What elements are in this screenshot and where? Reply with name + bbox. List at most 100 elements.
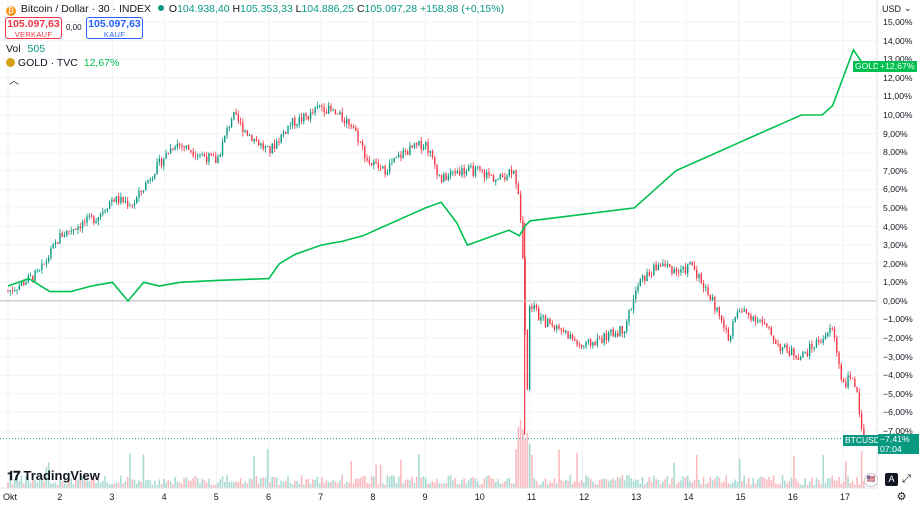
candle-body xyxy=(106,208,109,211)
candle-body xyxy=(343,120,346,124)
volume-bar xyxy=(208,478,210,488)
candle-body xyxy=(790,348,793,356)
volume-bar xyxy=(144,480,147,488)
btc-name-tag: BTCUSD xyxy=(843,435,882,446)
candle-body xyxy=(309,112,312,120)
volume-bar xyxy=(578,481,581,488)
candle-body xyxy=(766,323,768,327)
volume-bar xyxy=(655,478,657,488)
candle-body xyxy=(490,175,492,177)
volume-bar xyxy=(657,480,660,488)
volume-bar xyxy=(831,475,834,488)
volume-bar xyxy=(203,479,206,488)
volume-bar xyxy=(729,483,732,488)
candle-body xyxy=(361,141,364,146)
gold-name-tag: GOLD xyxy=(853,61,882,72)
volume-bar xyxy=(723,481,725,488)
volume-bar xyxy=(845,461,847,488)
volume-bar xyxy=(815,477,818,488)
volume-bar xyxy=(619,477,621,488)
volume-bar xyxy=(352,483,355,488)
candle-body xyxy=(768,326,770,328)
candle-body xyxy=(167,152,170,154)
candle-body xyxy=(43,263,45,265)
candle-body xyxy=(607,332,610,341)
candle-body xyxy=(567,331,569,339)
symbol-title[interactable]: Bitcoin / Dollar · 30 · INDEX xyxy=(20,3,152,15)
volume-bar xyxy=(603,478,605,488)
volume-bar xyxy=(187,480,190,488)
open-label: O xyxy=(168,3,178,15)
volume-bar xyxy=(314,479,316,488)
volume-bar xyxy=(253,455,255,488)
candle-body xyxy=(639,279,642,287)
volume-bar xyxy=(97,479,100,488)
volume-bar xyxy=(56,484,59,488)
candle-body xyxy=(294,118,296,126)
volume-bar xyxy=(695,454,698,488)
collapse-legend-icon[interactable]: ︿ xyxy=(9,76,19,87)
candle-body xyxy=(102,211,104,214)
volume-value: 505 xyxy=(27,43,46,55)
currency-dropdown-icon[interactable]: ⌄ xyxy=(904,3,912,13)
volume-bar xyxy=(526,432,529,488)
volume-bar xyxy=(587,477,590,488)
volume-bar xyxy=(117,482,120,488)
candle-body xyxy=(142,190,145,192)
gold-legend[interactable]: GOLD · TVC 12,67% xyxy=(6,57,119,69)
volume-bar xyxy=(476,481,479,488)
market-status-dot xyxy=(157,5,164,11)
candle-body xyxy=(556,325,558,329)
volume-bar xyxy=(662,481,664,488)
candle-body xyxy=(397,154,400,157)
auto-scale-button[interactable]: A xyxy=(885,473,898,486)
candle-body xyxy=(677,271,680,273)
volume-bar xyxy=(490,478,493,488)
candle-body xyxy=(97,217,100,222)
settings-icon[interactable]: ⚙ xyxy=(896,491,907,503)
volume-bar xyxy=(424,478,427,488)
time-axis-tick: 4 xyxy=(161,492,167,502)
candle-body xyxy=(463,167,465,174)
volume-bar xyxy=(318,483,321,488)
flag-icon[interactable]: 🇺🇸 xyxy=(864,473,878,487)
volume-bar xyxy=(795,478,797,488)
close-label: C xyxy=(356,3,365,15)
volume-legend[interactable]: Vol 505 xyxy=(6,43,45,55)
volume-bar xyxy=(659,484,662,488)
buy-button[interactable]: 105.097,63 KAUF xyxy=(86,17,143,39)
candle-body xyxy=(316,106,319,108)
volume-bar xyxy=(382,483,384,488)
volume-bar xyxy=(851,480,854,488)
price-axis-tick: −6,00% xyxy=(883,407,913,418)
volume-bar xyxy=(411,476,414,488)
candle-body xyxy=(675,269,678,272)
candle-body xyxy=(497,178,499,180)
candle-body xyxy=(456,170,459,174)
log-scale-icon[interactable]: ⤢ xyxy=(902,473,911,485)
volume-bar xyxy=(682,476,685,488)
volume-bar xyxy=(273,476,276,488)
candle-body xyxy=(75,229,77,231)
tradingview-logo[interactable]: 𝟏𝟕 TradingView xyxy=(7,468,100,484)
candle-body xyxy=(300,117,303,122)
volume-bar xyxy=(472,477,474,488)
candle-body xyxy=(786,344,788,351)
currency-label[interactable]: USD xyxy=(882,4,902,14)
volume-bar xyxy=(402,483,404,488)
candle-body xyxy=(838,352,840,365)
candle-body xyxy=(827,332,829,337)
candle-body xyxy=(488,172,490,176)
volume-bar xyxy=(497,479,499,488)
sell-button[interactable]: 105.097,63 VERKAUF xyxy=(5,17,62,39)
volume-bar xyxy=(339,480,341,488)
candle-body xyxy=(321,105,323,108)
candle-body xyxy=(126,201,129,207)
volume-bar xyxy=(194,475,197,488)
candle-body xyxy=(662,263,664,267)
volume-bar xyxy=(515,449,517,488)
time-axis-tick: 13 xyxy=(631,492,642,502)
volume-bar xyxy=(375,464,377,488)
volume-bar xyxy=(287,475,289,488)
